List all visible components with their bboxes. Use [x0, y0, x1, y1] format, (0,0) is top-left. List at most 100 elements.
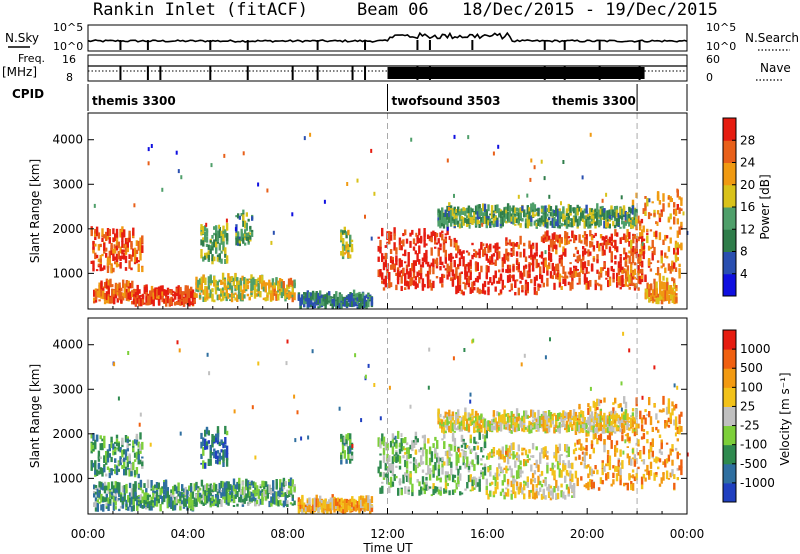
heatmap-cell-146 [139, 432, 142, 440]
heatmap-cell-1934 [616, 246, 619, 253]
heatmap-cell-1363 [531, 479, 535, 482]
heatmap-cell-810 [215, 459, 218, 464]
heatmap-cell-1291 [506, 456, 510, 465]
heatmap-cell-838 [224, 425, 227, 435]
heatmap-cell-1808 [573, 268, 576, 272]
heatmap-cell-690 [264, 481, 268, 487]
heatmap-cell-1613 [612, 465, 615, 469]
heatmap-cell-694 [266, 295, 269, 298]
heatmap-cell-1114 [450, 461, 453, 468]
heatmap-cell-176 [98, 492, 101, 498]
heatmap-cell-2147 [662, 203, 665, 212]
heatmap-cell-1548 [489, 260, 492, 263]
heatmap-cell-1537 [487, 281, 490, 285]
heatmap-cell-132 [133, 247, 137, 253]
heatmap-cell-2229 [441, 207, 444, 213]
heatmap-cell-947 [398, 478, 402, 486]
heatmap-cell-573 [227, 278, 230, 282]
heatmap-cell-324 [147, 293, 150, 297]
heatmap-cell-1068 [437, 477, 441, 481]
heatmap-cell-943 [398, 448, 402, 454]
heatmap-cell-330 [149, 290, 152, 300]
heatmap-cell-472 [195, 293, 198, 298]
heatmap-cell-1444 [560, 490, 563, 498]
heatmap-cell-1355 [530, 478, 533, 485]
heatmap-cell-983 [409, 444, 412, 450]
heatmap-cell-747 [286, 500, 289, 508]
heatmap-cell-1311 [412, 238, 416, 245]
heatmap-cell-1015 [421, 469, 425, 473]
heatmap-cell-1621 [615, 440, 619, 446]
heatmap-cell-1752 [555, 275, 558, 280]
heatmap-cell-1705 [542, 282, 545, 288]
heatmap-cell-2196 [678, 207, 681, 214]
heatmap-cell-1563 [596, 407, 599, 411]
heatmap-cell-153 [93, 502, 96, 507]
heatmap-cell-672 [259, 499, 262, 505]
heatmap-cell-416 [177, 287, 180, 292]
heatmap-cell-1257 [496, 481, 499, 490]
heatmap-cell-1549 [592, 447, 595, 454]
heatmap-cell-1968 [626, 270, 630, 277]
heatmap-cell-853 [341, 435, 345, 445]
heatmap-cell-1233 [388, 231, 391, 238]
heatmap-cell-1915 [608, 246, 612, 253]
heatmap-cell-2001 [637, 268, 640, 272]
heatmap-cell-2093 [644, 211, 647, 216]
heatmap-cell-190 [103, 497, 107, 503]
heatmap-cell-1047 [430, 494, 434, 497]
heatmap-cell-1948 [619, 254, 622, 257]
heatmap-cell-1288 [506, 468, 510, 471]
heatmap-cell-1508 [476, 287, 479, 293]
heatmap-cell-1932 [614, 229, 617, 237]
heatmap-cell-1578 [499, 289, 503, 294]
heatmap-cell-149 [141, 461, 144, 467]
heatmap-cell-1724 [548, 244, 551, 252]
heatmap-cell-1873 [594, 232, 597, 237]
heatmap-cell-492 [202, 485, 205, 488]
heatmap-cell-1331 [519, 460, 522, 466]
heatmap-cell-880 [379, 438, 382, 446]
heatmap-cell-863 [347, 452, 350, 460]
heatmap-cell-495 [202, 289, 205, 295]
heatmap-cell-1481 [467, 275, 471, 285]
heatmap-cell-112 [128, 439, 131, 442]
heatmap-cell-2597 [562, 223, 565, 226]
heatmap-cell-1050 [432, 443, 435, 448]
heatmap-cell-131 [133, 254, 137, 263]
heatmap-cell-801 [209, 245, 212, 254]
heatmap-cell-1931 [614, 261, 617, 265]
heatmap-cell-1564 [596, 438, 599, 445]
heatmap-cell-975 [303, 304, 306, 308]
heatmap-cell-320 [146, 479, 150, 489]
heatmap-cell-2443 [510, 207, 513, 212]
heatmap-cell-1823 [576, 251, 579, 255]
heatmap-cell-1036 [427, 438, 430, 444]
heatmap-cell-1235 [389, 256, 393, 263]
heatmap-cell-555 [222, 481, 225, 488]
heatmap-cell-829 [222, 455, 225, 464]
heatmap-speckle-21 [481, 222, 484, 227]
heatmap-cell-1126 [349, 303, 352, 307]
heatmap-cell-1486 [574, 431, 578, 435]
heatmap-cell-646 [252, 484, 255, 488]
heatmap-cell-1377 [537, 475, 540, 481]
heatmap-cell-1526 [585, 483, 588, 489]
heatmap-cell-1349 [526, 476, 529, 479]
heatmap-cell-543 [220, 279, 223, 285]
heatmap-cell-2081 [640, 275, 644, 280]
heatmap-cell-1088 [336, 296, 340, 305]
heatmap-cell-122 [130, 241, 133, 250]
heatmap-cell-1762 [664, 420, 667, 426]
heatmap-cell-1390 [439, 244, 442, 247]
heatmap-cell-2745 [608, 218, 611, 222]
heatmap-cell-1518 [480, 241, 483, 250]
heatmap-cell-1227 [487, 467, 490, 473]
heatmap-cell-71 [112, 253, 115, 261]
heatmap-cell-2092 [644, 196, 647, 199]
heatmap-cell-2780 [621, 208, 624, 217]
heatmap-cell-1778 [562, 246, 565, 252]
heatmap-cell-115 [128, 260, 131, 269]
heatmap-cell-757 [287, 278, 291, 287]
